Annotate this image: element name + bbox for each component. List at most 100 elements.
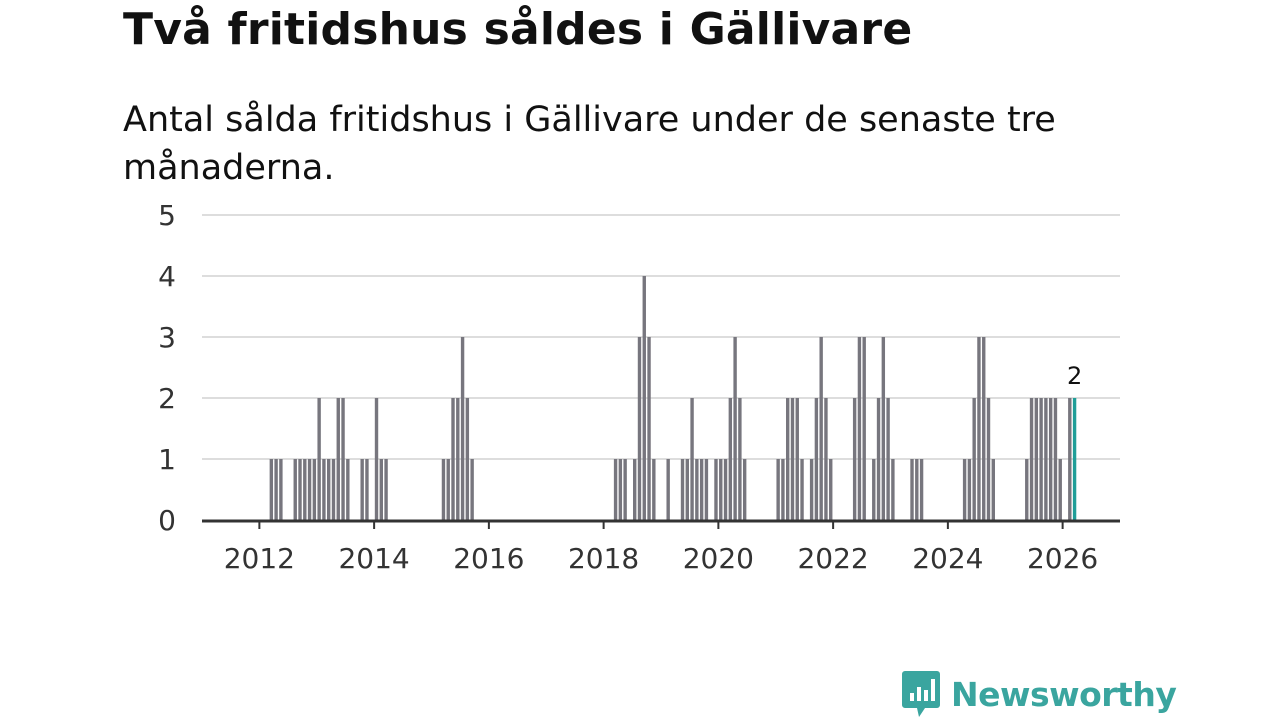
bar	[781, 459, 785, 520]
bar	[446, 459, 450, 520]
bar	[613, 459, 618, 520]
y-tick-label: 1	[158, 443, 176, 476]
bar	[618, 459, 623, 520]
bar	[814, 398, 819, 520]
bar	[809, 459, 814, 520]
bar	[704, 459, 709, 520]
bar	[685, 459, 689, 520]
bar	[365, 459, 369, 520]
bar	[441, 459, 446, 520]
y-tick-label: 5	[158, 199, 176, 232]
bar	[298, 459, 302, 520]
chart-subtitle: Antal sålda fritidshus i Gällivare under…	[123, 100, 1056, 188]
bar	[623, 459, 627, 520]
bar	[742, 459, 747, 520]
y-tick-label: 2	[158, 382, 176, 415]
bar	[451, 398, 455, 520]
bar	[1053, 398, 1058, 520]
bar	[819, 337, 823, 520]
bar	[982, 337, 986, 520]
bar	[379, 459, 383, 520]
y-tick-label: 0	[158, 504, 176, 537]
brand-logo: Newsworthy	[901, 668, 1177, 720]
bar	[881, 337, 886, 520]
axes	[202, 519, 1120, 529]
bar	[303, 459, 307, 520]
chart-speech-bubble-icon	[902, 671, 940, 717]
bar	[1025, 459, 1029, 520]
bar	[986, 398, 991, 520]
bar	[876, 398, 881, 520]
bar	[269, 459, 274, 520]
bar	[317, 398, 321, 520]
bar	[647, 337, 651, 520]
chart-title: Två fritidshus såldes i Gällivare	[123, 4, 913, 55]
bar	[829, 459, 833, 520]
bar	[862, 337, 866, 520]
bar	[274, 459, 278, 520]
bar	[795, 398, 799, 520]
bar	[312, 459, 317, 520]
labels: 0 1 2 3 4 5 2012 2014 2016 2018 2020 2022 2024 2026 2	[158, 199, 1098, 575]
bar	[293, 459, 297, 520]
bar	[642, 276, 646, 520]
x-tick-label: 2014	[338, 542, 409, 575]
x-tick-label: 2018	[568, 542, 639, 575]
bar	[374, 398, 379, 520]
highlight-value-label: 2	[1067, 362, 1082, 390]
bar	[1039, 398, 1043, 520]
bar	[790, 398, 795, 520]
bar	[886, 398, 890, 520]
bar	[1029, 398, 1034, 520]
bar	[1068, 398, 1072, 520]
x-tick-label: 2016	[453, 542, 524, 575]
bar	[456, 398, 460, 520]
brand-name: Newsworthy	[951, 674, 1177, 714]
bar	[470, 459, 474, 520]
highlight-bar	[1072, 398, 1077, 520]
bar	[852, 398, 857, 520]
bar	[714, 459, 718, 520]
bar	[972, 398, 976, 520]
bar	[872, 459, 876, 520]
bars	[269, 276, 1077, 520]
x-tick-label: 2022	[797, 542, 868, 575]
x-tick-label: 2012	[224, 542, 295, 575]
bar	[331, 459, 336, 520]
bar	[633, 459, 637, 520]
bar	[1048, 398, 1053, 520]
bar	[652, 459, 656, 520]
bar	[733, 337, 737, 520]
bar	[1044, 398, 1048, 520]
y-tick-label: 3	[158, 321, 176, 354]
gridlines	[202, 214, 1120, 460]
x-tick-label: 2026	[1027, 542, 1098, 575]
bar	[327, 459, 331, 520]
bar	[384, 459, 388, 520]
x-tick-label: 2020	[683, 542, 754, 575]
bar	[962, 459, 967, 520]
bar	[680, 459, 685, 520]
bar	[699, 459, 704, 520]
x-tick-label: 2024	[912, 542, 983, 575]
bar	[776, 459, 780, 520]
bar	[307, 459, 312, 520]
bar	[910, 459, 914, 520]
bar	[824, 398, 828, 520]
bar	[666, 459, 670, 520]
bar	[723, 459, 728, 520]
bar	[695, 459, 699, 520]
bar	[1058, 459, 1062, 520]
bar	[279, 459, 283, 520]
bar-chart: 0 1 2 3 4 5 2012 2014 2016 2018 2020 2022 2024 2026 2	[158, 199, 1120, 575]
bar	[336, 398, 340, 520]
bar	[1034, 398, 1039, 520]
bar	[360, 459, 364, 520]
bar	[786, 398, 790, 520]
y-tick-label: 4	[158, 260, 176, 293]
bar	[637, 337, 642, 520]
bar	[322, 459, 326, 520]
bar	[857, 337, 862, 520]
bar	[919, 459, 924, 520]
bar	[738, 398, 742, 520]
